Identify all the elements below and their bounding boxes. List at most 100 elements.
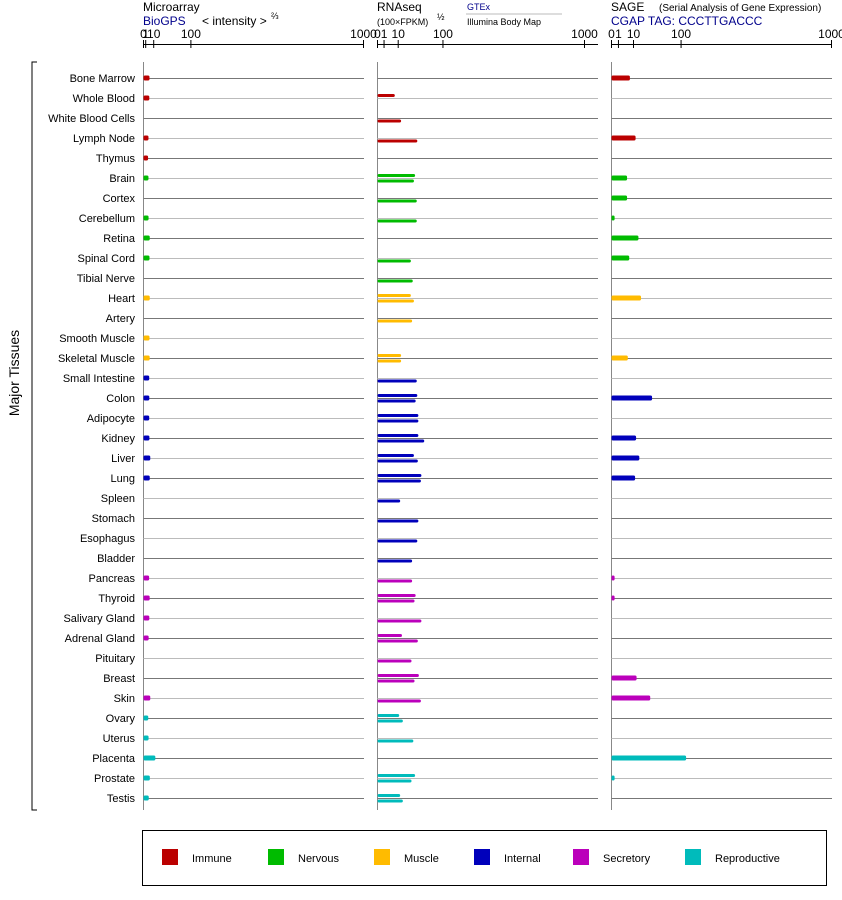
rnaseq-bar <box>377 619 422 623</box>
rnaseq-bar <box>377 634 402 637</box>
microarray-bar <box>143 615 150 621</box>
sage-bar <box>611 475 636 481</box>
sage-bar <box>611 295 642 301</box>
tissue-label: Esophagus <box>80 533 136 545</box>
tissue-label: Lung <box>111 473 135 485</box>
tissue-label: Spinal Cord <box>78 253 135 265</box>
tissue-label: Bone Marrow <box>70 73 135 85</box>
rnaseq-bar <box>377 434 419 437</box>
rnaseq-bar <box>377 394 418 397</box>
rnaseq-panel: 0 1 10 100 1000 <box>374 27 598 810</box>
rnaseq-bar <box>377 294 411 297</box>
rnaseq-bar <box>377 454 414 457</box>
rnaseq-tick-label: 100 <box>433 27 453 41</box>
rnaseq-bar <box>377 779 412 783</box>
rnaseq-bar <box>377 459 418 463</box>
legend-swatch <box>474 849 490 865</box>
tissue-label: Ovary <box>106 713 136 725</box>
sage-bar <box>611 215 615 221</box>
rnaseq-bar <box>377 219 417 223</box>
tissue-label: Heart <box>108 293 135 305</box>
y-axis-label: Major Tissues <box>6 330 22 416</box>
rnaseq-bar <box>377 674 419 677</box>
tissue-label: Cortex <box>103 193 136 205</box>
microarray-bar <box>143 775 150 781</box>
tissue-label: Skeletal Muscle <box>58 353 135 365</box>
rnaseq-bar <box>377 594 416 597</box>
tissue-label: Spleen <box>101 493 135 505</box>
rnaseq-bar <box>377 299 414 303</box>
sage-title: SAGE <box>611 0 644 14</box>
rnaseq-bar <box>377 679 415 683</box>
microarray-bar <box>143 235 150 241</box>
rnaseq-bar <box>377 354 402 357</box>
sage-bar <box>611 235 639 241</box>
microarray-bar <box>143 795 149 801</box>
rnaseq-bar <box>377 179 414 183</box>
sage-bar <box>611 355 628 361</box>
microarray-bar <box>143 755 156 761</box>
rnaseq-bar <box>377 199 417 203</box>
tissue-label: Pituitary <box>95 653 135 665</box>
rnaseq-bar <box>377 319 413 323</box>
legend-swatch <box>573 849 589 865</box>
tissue-label: Adipocyte <box>87 413 135 425</box>
legend-label: Reproductive <box>715 853 780 865</box>
rnaseq-tick-label: 0 <box>374 27 381 41</box>
microarray-bar <box>143 255 150 261</box>
sage-bar <box>611 435 637 441</box>
sage-bar <box>611 775 615 781</box>
sage-bar <box>611 695 651 701</box>
legend-swatch <box>162 849 178 865</box>
legend-label: Internal <box>504 853 541 865</box>
microarray-bar <box>143 375 150 381</box>
legend-label: Secretory <box>603 853 651 865</box>
rnaseq-scale-exponent: ½ <box>437 12 445 22</box>
rnaseq-bar <box>377 739 414 743</box>
microarray-scale-label: < intensity > <box>202 14 267 28</box>
rnaseq-bar <box>377 259 411 263</box>
tissue-label: Thymus <box>96 153 136 165</box>
tissue-label: Liver <box>111 453 135 465</box>
rnaseq-bar <box>377 599 415 603</box>
microarray-bar <box>143 735 149 741</box>
rnaseq-bar <box>377 659 412 663</box>
legend-label: Nervous <box>298 853 339 865</box>
rnaseq-bar <box>377 279 413 283</box>
sage-bar <box>611 255 630 261</box>
rnaseq-bar <box>377 699 421 703</box>
microarray-tick-label: 1000 <box>350 27 377 41</box>
tissue-labels-group: Bone Marrow Whole Blood White Blood Cells L… <box>48 73 136 805</box>
tissue-label: Small Intestine <box>63 373 135 385</box>
sage-tag-line: CGAP TAG: CCCTTGACCC <box>611 14 763 28</box>
rnaseq-bar <box>377 474 422 477</box>
rnaseq-bar <box>377 639 418 643</box>
microarray-bar <box>143 175 149 181</box>
tissue-label: Skin <box>114 693 135 705</box>
rnaseq-bar <box>377 419 419 423</box>
microarray-bar <box>143 595 150 601</box>
rnaseq-bar <box>377 119 402 123</box>
microarray-title: Microarray <box>143 0 200 14</box>
rnaseq-bar <box>377 479 421 483</box>
rnaseq-bar <box>377 774 416 777</box>
microarray-bar <box>143 415 150 421</box>
rnaseq-bar <box>377 714 400 717</box>
rnaseq-bar <box>377 719 403 723</box>
tissue-label: Colon <box>106 393 135 405</box>
microarray-bar <box>143 435 150 441</box>
microarray-bar <box>143 395 150 401</box>
rnaseq-legend-bodymap: Illumina Body Map <box>467 17 541 27</box>
tissue-label: Salivary Gland <box>63 613 135 625</box>
rnaseq-bar <box>377 499 401 503</box>
tissue-label: Stomach <box>92 513 135 525</box>
rnaseq-bar <box>377 359 402 363</box>
tissue-label: Uterus <box>103 733 136 745</box>
microarray-subtitle: BioGPS <box>143 14 186 28</box>
legend-group: Immune Nervous Muscle Internal Secretory Repr… <box>162 849 780 865</box>
rnaseq-bar <box>377 174 416 177</box>
sage-subtitle-note: (Serial Analysis of Gene Expression) <box>659 3 821 14</box>
tissue-label: Testis <box>107 793 136 805</box>
